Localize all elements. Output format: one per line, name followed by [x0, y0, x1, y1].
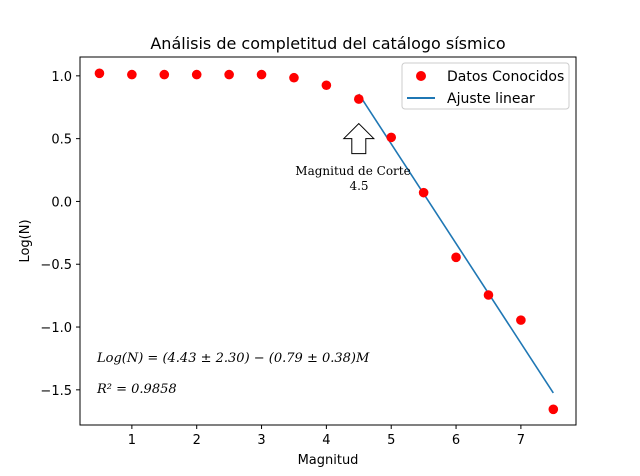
x-tick-label: 5 — [387, 433, 395, 448]
chart-title: Análisis de completitud del catálogo sís… — [150, 34, 505, 53]
x-axis-ticks: 1 2 3 4 5 6 7 — [128, 425, 525, 448]
fit-line-group — [358, 93, 554, 394]
data-point — [191, 69, 202, 80]
data-point — [353, 94, 364, 104]
data-point — [548, 404, 559, 415]
cutoff-arrow-icon — [342, 122, 376, 155]
y-tick-label: −0.5 — [40, 258, 72, 273]
x-axis-label: Magnitud — [298, 453, 359, 468]
data-point — [451, 252, 461, 263]
legend-box — [401, 62, 570, 110]
y-tick-label: 1.0 — [51, 70, 72, 85]
x-tick-label: 3 — [257, 433, 265, 448]
data-point — [516, 315, 526, 325]
fit-equation: Log(N) = (4.43 ± 2.30) − (0.79 ± 0.38)M — [96, 351, 370, 366]
data-point — [94, 68, 105, 79]
fit-line — [358, 93, 554, 394]
legend-label-datos: Datos Conocidos — [447, 69, 564, 85]
data-point — [289, 72, 299, 83]
data-point — [256, 69, 267, 80]
legend-label-ajuste: Ajuste linear — [447, 91, 535, 107]
data-point — [386, 132, 397, 143]
data-point — [127, 69, 137, 80]
y-axis-ticks: 1.0 0.5 0.0 −0.5 −1.0 −1.5 — [40, 70, 80, 399]
cutoff-value: 4.5 — [349, 179, 368, 193]
y-tick-label: 0.0 — [51, 195, 72, 210]
x-tick-label: 7 — [517, 433, 525, 448]
x-tick-label: 6 — [452, 433, 460, 448]
y-tick-label: −1.5 — [40, 384, 72, 399]
y-tick-label: 0.5 — [51, 133, 72, 148]
plot-area-frame — [79, 56, 577, 426]
legend-marker-datos — [416, 71, 426, 81]
data-point — [321, 80, 332, 91]
cutoff-label: Magnitud de Corte — [295, 164, 410, 178]
x-tick-label: 2 — [193, 433, 201, 448]
r-squared: R² = 0.9858 — [96, 382, 177, 397]
data-point — [159, 69, 170, 80]
data-points-group — [94, 68, 559, 415]
x-tick-label: 4 — [322, 433, 330, 448]
y-tick-label: −1.0 — [40, 321, 72, 336]
y-axis-label: Log(N) — [18, 219, 33, 262]
legend: Datos Conocidos Ajuste linear — [401, 62, 570, 110]
data-point — [418, 187, 429, 198]
data-point — [483, 290, 494, 300]
data-point — [224, 69, 234, 80]
x-tick-label: 1 — [128, 433, 136, 448]
